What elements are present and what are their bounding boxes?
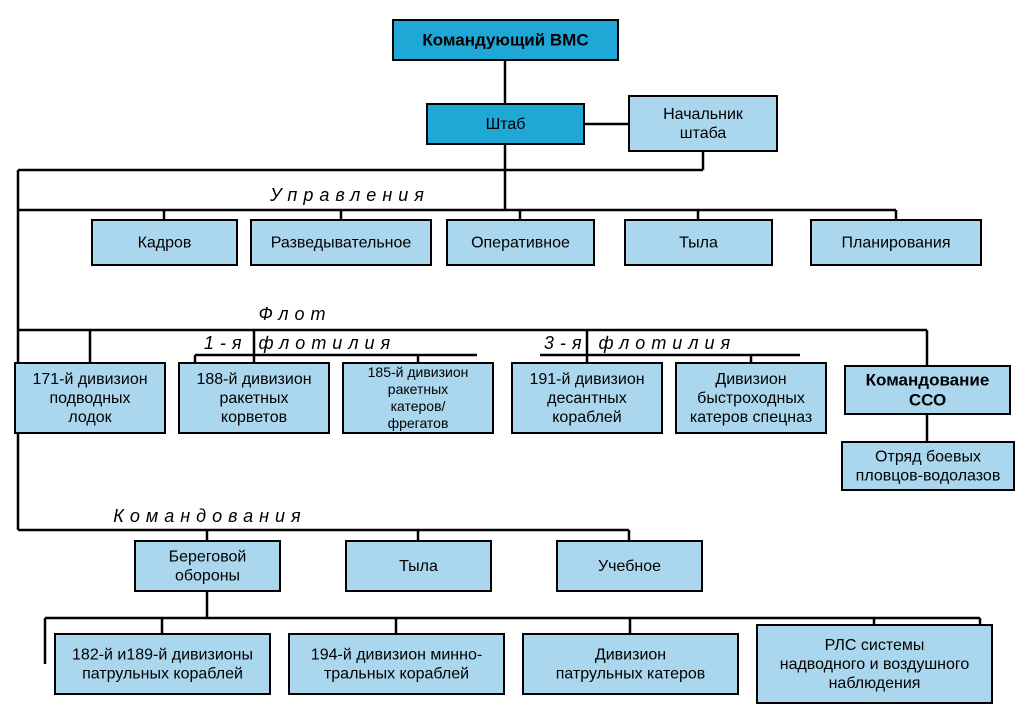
div-fast-label: катеров спецназ [690,409,812,426]
bot-194-label: тральных кораблей [324,666,469,683]
dept-kadr-label: Кадров [138,235,192,252]
div-185-label: ракетных [388,381,448,397]
bot-182-label: патрульных кораблей [82,666,243,683]
div-191-label: десантных [547,390,627,407]
bot-182-label: 182-й и189-й дивизионы [72,647,253,664]
div-171-label: подводных [49,390,130,407]
div-188: 188-й дивизион ракетных корветов [179,363,329,433]
bot-182: 182-й и189-й дивизионы патрульных корабле… [55,634,270,694]
cmd-tyl-label: Тыла [399,558,438,575]
div-188-label: 188-й дивизион [196,371,311,388]
div-171-label: 171-й дивизион [32,371,147,388]
dept-razv: Разведывательное [251,220,431,265]
chief-label: Начальник [663,106,744,123]
bot-rls-label: РЛС системы [825,637,925,654]
hq-label: Штаб [486,116,526,133]
sec-flot1: 1-я флотилия [204,333,396,353]
sso-label: ССО [909,390,946,409]
dept-tyl-label: Тыла [679,235,718,252]
bot-194: 194-й дивизион минно-тральных кораблей [289,634,504,694]
div-fast-label: Дивизион [715,371,786,388]
sso-label: Командование [866,370,990,389]
cmd-coast-label: обороны [175,568,240,585]
dept-plan-label: Планирования [842,235,951,252]
div-185-label: 185-й дивизион [368,364,469,380]
dept-plan: Планирования [811,220,981,265]
bot-patrol: Дивизион патрульных катеров [523,634,738,694]
dept-oper: Оперативное [447,220,594,265]
bot-rls-label: наблюдения [829,675,921,692]
div-171-label: лодок [68,409,112,426]
div-191-label: кораблей [552,409,622,426]
div-188-label: корветов [221,409,287,426]
div-185-label: катеров/ [391,398,446,414]
bot-rls: РЛС системы надводного и воздушного наблюд… [757,625,992,703]
div-fast: Дивизион быстроходных катеров спецназ [676,363,826,433]
cmd-edu-label: Учебное [598,558,661,575]
dept-tyl: Тыла [625,220,772,265]
div-171: 171-й дивизион подводных лодок [15,363,165,433]
divers-label: пловцов-водолазов [856,468,1001,485]
divers: Отряд боевых пловцов-водолазов [842,442,1014,490]
dept-oper-label: Оперативное [471,235,570,252]
cmd-navy: Командующий ВМС [393,20,618,60]
div-188-label: ракетных [219,390,288,407]
sec-admin: Управления [269,185,430,205]
div-185-label: фрегатов [388,415,449,431]
cmd-coast: Береговой обороны [135,541,280,591]
divers-label: Отряд боевых [875,449,981,466]
bot-patrol-label: Дивизион [595,647,666,664]
dept-kadr: Кадров [92,220,237,265]
sec-fleet: Флот [258,304,331,324]
sso: КомандованиеССО [845,366,1010,414]
div-191-label: 191-й дивизион [529,371,644,388]
org-chart: Командующий ВМС Штаб Начальник штаба Кадров Р… [0,0,1024,712]
sec-cmd: Командования [113,506,306,526]
div-fast-label: быстроходных [697,390,805,407]
bot-patrol-label: патрульных катеров [556,666,706,683]
bot-rls-label: надводного и воздушного [780,656,970,673]
chief-label: штаба [680,125,727,142]
cmd-navy-label: Командующий ВМС [422,30,588,49]
cmd-tyl: Тыла [346,541,491,591]
cmd-edu: Учебное [557,541,702,591]
chief: Начальник штаба [629,96,777,151]
sec-flot3: 3-я флотилия [544,333,736,353]
div-191: 191-й дивизион десантных кораблей [512,363,662,433]
hq: Штаб [427,104,584,144]
dept-razv-label: Разведывательное [271,235,412,252]
bot-194-label: 194-й дивизион минно- [311,647,482,664]
cmd-coast-label: Береговой [169,549,247,566]
div-185: 185-й дивизионракетныхкатеров/фрегатов [343,363,493,433]
